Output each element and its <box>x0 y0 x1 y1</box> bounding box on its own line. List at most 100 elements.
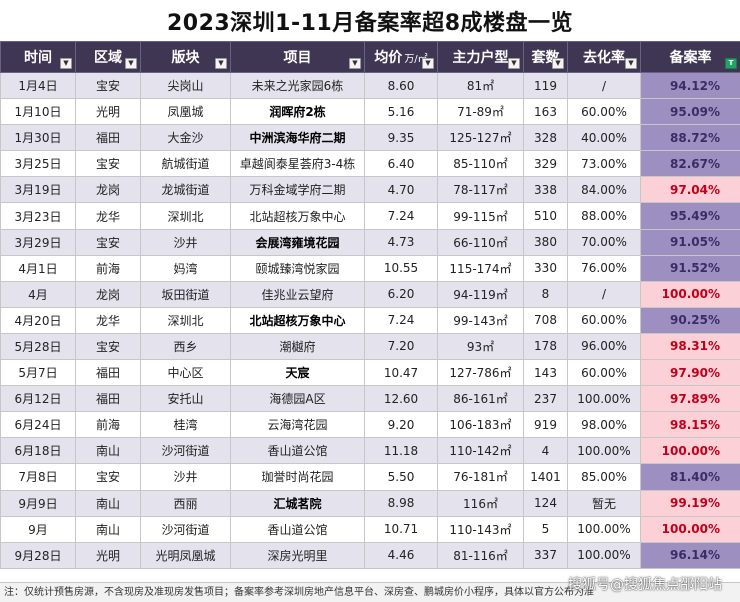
cell-record-rate[interactable]: 90.25% <box>640 306 740 334</box>
cell-units[interactable]: 380 <box>523 228 568 256</box>
cell-district[interactable]: 福田 <box>75 385 141 413</box>
cell-price[interactable]: 6.20 <box>364 280 438 308</box>
cell-time[interactable]: 3月25日 <box>0 150 76 178</box>
cell-absorption[interactable]: 100.00% <box>567 541 641 569</box>
cell-block[interactable]: 深圳北 <box>140 202 231 230</box>
cell-block[interactable]: 沙井 <box>140 463 231 491</box>
cell-units[interactable]: 178 <box>523 332 568 361</box>
cell-absorption[interactable]: 100.00% <box>567 437 641 465</box>
cell-block[interactable]: 沙河街道 <box>140 515 231 543</box>
cell-units[interactable]: 338 <box>523 176 568 204</box>
cell-units[interactable]: 919 <box>523 411 568 439</box>
cell-record-rate[interactable]: 100.00% <box>640 515 740 543</box>
col-header-unit-type[interactable]: 主力户型 ▼ <box>437 41 524 73</box>
cell-unit-type[interactable]: 110-143㎡ <box>437 515 524 543</box>
cell-project[interactable]: 卓越阆泰星荟府3-4栋 <box>230 150 365 178</box>
cell-price[interactable]: 5.16 <box>364 98 438 126</box>
cell-record-rate[interactable]: 91.05% <box>640 228 740 256</box>
cell-absorption[interactable]: 70.00% <box>567 228 641 256</box>
filter-dropdown-icon[interactable]: ▼ <box>625 58 637 69</box>
cell-block[interactable]: 光明凤凰城 <box>140 541 231 569</box>
filter-dropdown-icon[interactable]: ▼ <box>60 58 72 69</box>
cell-project[interactable]: 深房光明里 <box>230 541 365 569</box>
cell-absorption[interactable]: 暂无 <box>567 489 641 517</box>
cell-project[interactable]: 颐城臻湾悦家园 <box>230 254 365 282</box>
cell-district[interactable]: 宝安 <box>75 228 141 256</box>
cell-time[interactable]: 1月4日 <box>0 71 76 100</box>
cell-record-rate[interactable]: 95.49% <box>640 202 740 230</box>
cell-district[interactable]: 南山 <box>75 515 141 543</box>
cell-project[interactable]: 香山道公馆 <box>230 437 365 465</box>
cell-units[interactable]: 119 <box>523 71 568 100</box>
cell-unit-type[interactable]: 125-127㎡ <box>437 124 524 152</box>
cell-absorption[interactable]: 76.00% <box>567 254 641 282</box>
cell-unit-type[interactable]: 106-183㎡ <box>437 411 524 439</box>
cell-record-rate[interactable]: 100.00% <box>640 437 740 465</box>
cell-district[interactable]: 龙岗 <box>75 176 141 204</box>
cell-district[interactable]: 龙岗 <box>75 280 141 308</box>
filter-dropdown-icon[interactable]: ▼ <box>552 58 564 69</box>
cell-units[interactable]: 330 <box>523 254 568 282</box>
cell-record-rate[interactable]: 96.14% <box>640 541 740 569</box>
cell-project[interactable]: 佳兆业云望府 <box>230 280 365 308</box>
cell-price[interactable]: 10.47 <box>364 359 438 387</box>
col-header-time[interactable]: 时间 ▼ <box>0 41 76 73</box>
cell-block[interactable]: 大金沙 <box>140 124 231 152</box>
cell-project[interactable]: 珈誉时尚花园 <box>230 463 365 491</box>
cell-price[interactable]: 9.35 <box>364 124 438 152</box>
cell-district[interactable]: 龙华 <box>75 202 141 230</box>
filter-dropdown-icon[interactable]: ▼ <box>349 58 361 69</box>
cell-district[interactable]: 南山 <box>75 489 141 517</box>
cell-price[interactable]: 4.73 <box>364 228 438 256</box>
cell-record-rate[interactable]: 95.09% <box>640 98 740 126</box>
cell-absorption[interactable]: 40.00% <box>567 124 641 152</box>
cell-price[interactable]: 10.55 <box>364 254 438 282</box>
cell-price[interactable]: 8.98 <box>364 489 438 517</box>
filter-dropdown-icon[interactable]: ▼ <box>215 58 227 69</box>
cell-units[interactable]: 163 <box>523 98 568 126</box>
cell-price[interactable]: 12.60 <box>364 385 438 413</box>
col-header-district[interactable]: 区域 ▼ <box>75 41 141 73</box>
cell-price[interactable]: 11.18 <box>364 437 438 465</box>
cell-block[interactable]: 沙井 <box>140 228 231 256</box>
cell-unit-type[interactable]: 71-89㎡ <box>437 98 524 126</box>
cell-district[interactable]: 宝安 <box>75 332 141 361</box>
cell-district[interactable]: 福田 <box>75 124 141 152</box>
cell-unit-type[interactable]: 66-110㎡ <box>437 228 524 256</box>
cell-block[interactable]: 深圳北 <box>140 306 231 334</box>
cell-project[interactable]: 未来之光家园6栋 <box>230 71 365 100</box>
cell-units[interactable]: 8 <box>523 280 568 308</box>
cell-price[interactable]: 4.46 <box>364 541 438 569</box>
cell-units[interactable]: 337 <box>523 541 568 569</box>
cell-project[interactable]: 北站超核万象中心 <box>230 306 365 334</box>
cell-unit-type[interactable]: 110-142㎡ <box>437 437 524 465</box>
cell-record-rate[interactable]: 97.04% <box>640 176 740 204</box>
cell-block[interactable]: 西丽 <box>140 489 231 517</box>
cell-absorption[interactable]: 98.00% <box>567 411 641 439</box>
cell-price[interactable]: 5.50 <box>364 463 438 491</box>
cell-district[interactable]: 光明 <box>75 98 141 126</box>
cell-absorption[interactable]: 60.00% <box>567 306 641 334</box>
col-header-project[interactable]: 项目 ▼ <box>230 41 365 73</box>
cell-block[interactable]: 妈湾 <box>140 254 231 282</box>
cell-unit-type[interactable]: 85-110㎡ <box>437 150 524 178</box>
cell-record-rate[interactable]: 98.31% <box>640 332 740 361</box>
cell-project[interactable]: 中洲滨海华府二期 <box>230 124 365 152</box>
cell-unit-type[interactable]: 81㎡ <box>437 71 524 100</box>
cell-block[interactable]: 凤凰城 <box>140 98 231 126</box>
cell-record-rate[interactable]: 81.40% <box>640 463 740 491</box>
cell-block[interactable]: 龙城街道 <box>140 176 231 204</box>
col-header-record-rate[interactable]: 备案率 T <box>640 41 740 73</box>
col-header-block[interactable]: 版块 ▼ <box>140 41 231 73</box>
cell-time[interactable]: 7月8日 <box>0 463 76 491</box>
cell-project[interactable]: 万科金域学府二期 <box>230 176 365 204</box>
cell-units[interactable]: 237 <box>523 385 568 413</box>
filter-dropdown-icon[interactable]: ▼ <box>508 58 520 69</box>
cell-unit-type[interactable]: 81-116㎡ <box>437 541 524 569</box>
cell-absorption[interactable]: 100.00% <box>567 385 641 413</box>
cell-project[interactable]: 潮樾府 <box>230 332 365 361</box>
cell-price[interactable]: 6.40 <box>364 150 438 178</box>
cell-units[interactable]: 329 <box>523 150 568 178</box>
cell-project[interactable]: 香山道公馆 <box>230 515 365 543</box>
cell-block[interactable]: 沙河街道 <box>140 437 231 465</box>
